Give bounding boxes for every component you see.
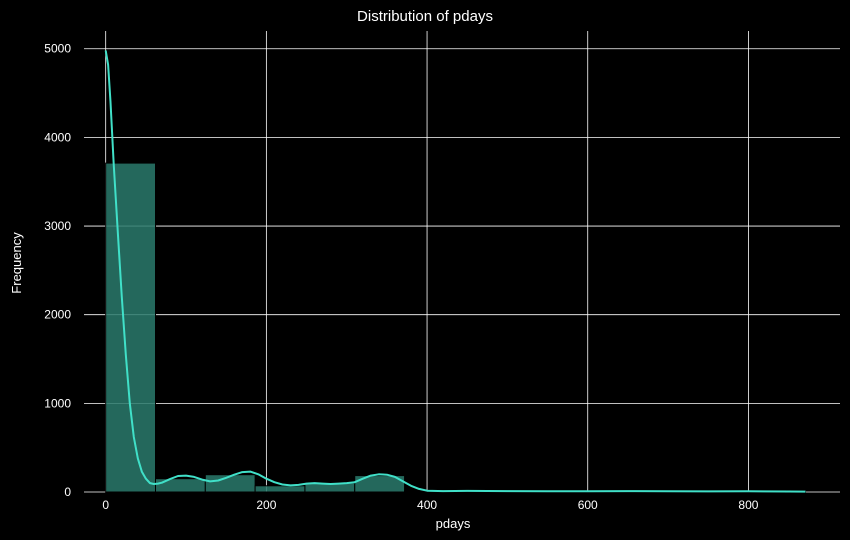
x-tick-label: 800 — [738, 498, 758, 512]
chart-title: Distribution of pdays — [357, 8, 493, 25]
y-tick-label: 3000 — [44, 219, 71, 233]
histogram-bar — [354, 475, 406, 493]
y-axis-label: Frequency — [9, 232, 24, 294]
y-tick-label: 1000 — [44, 396, 71, 410]
histogram-bar — [254, 485, 306, 493]
histogram-bars — [105, 162, 806, 493]
y-tick-label: 5000 — [44, 42, 71, 56]
grid-lines — [84, 31, 840, 493]
y-tick-label: 2000 — [44, 308, 71, 322]
x-tick-label: 200 — [256, 498, 276, 512]
y-tick-label: 0 — [64, 485, 71, 499]
x-axis-label: pdays — [436, 516, 471, 531]
axis-ticks: 0 200 400 600 800 0 1000 2000 3000 4000 5000 — [44, 42, 758, 512]
histogram-bar — [204, 474, 256, 493]
histogram-bar — [105, 162, 157, 493]
x-tick-label: 600 — [578, 498, 598, 512]
histogram-bar — [155, 478, 206, 493]
kde-line — [104, 50, 806, 493]
x-tick-label: 0 — [102, 498, 109, 512]
kde-curve — [104, 50, 806, 493]
x-tick-label: 400 — [417, 498, 437, 512]
y-tick-label: 4000 — [44, 130, 71, 144]
